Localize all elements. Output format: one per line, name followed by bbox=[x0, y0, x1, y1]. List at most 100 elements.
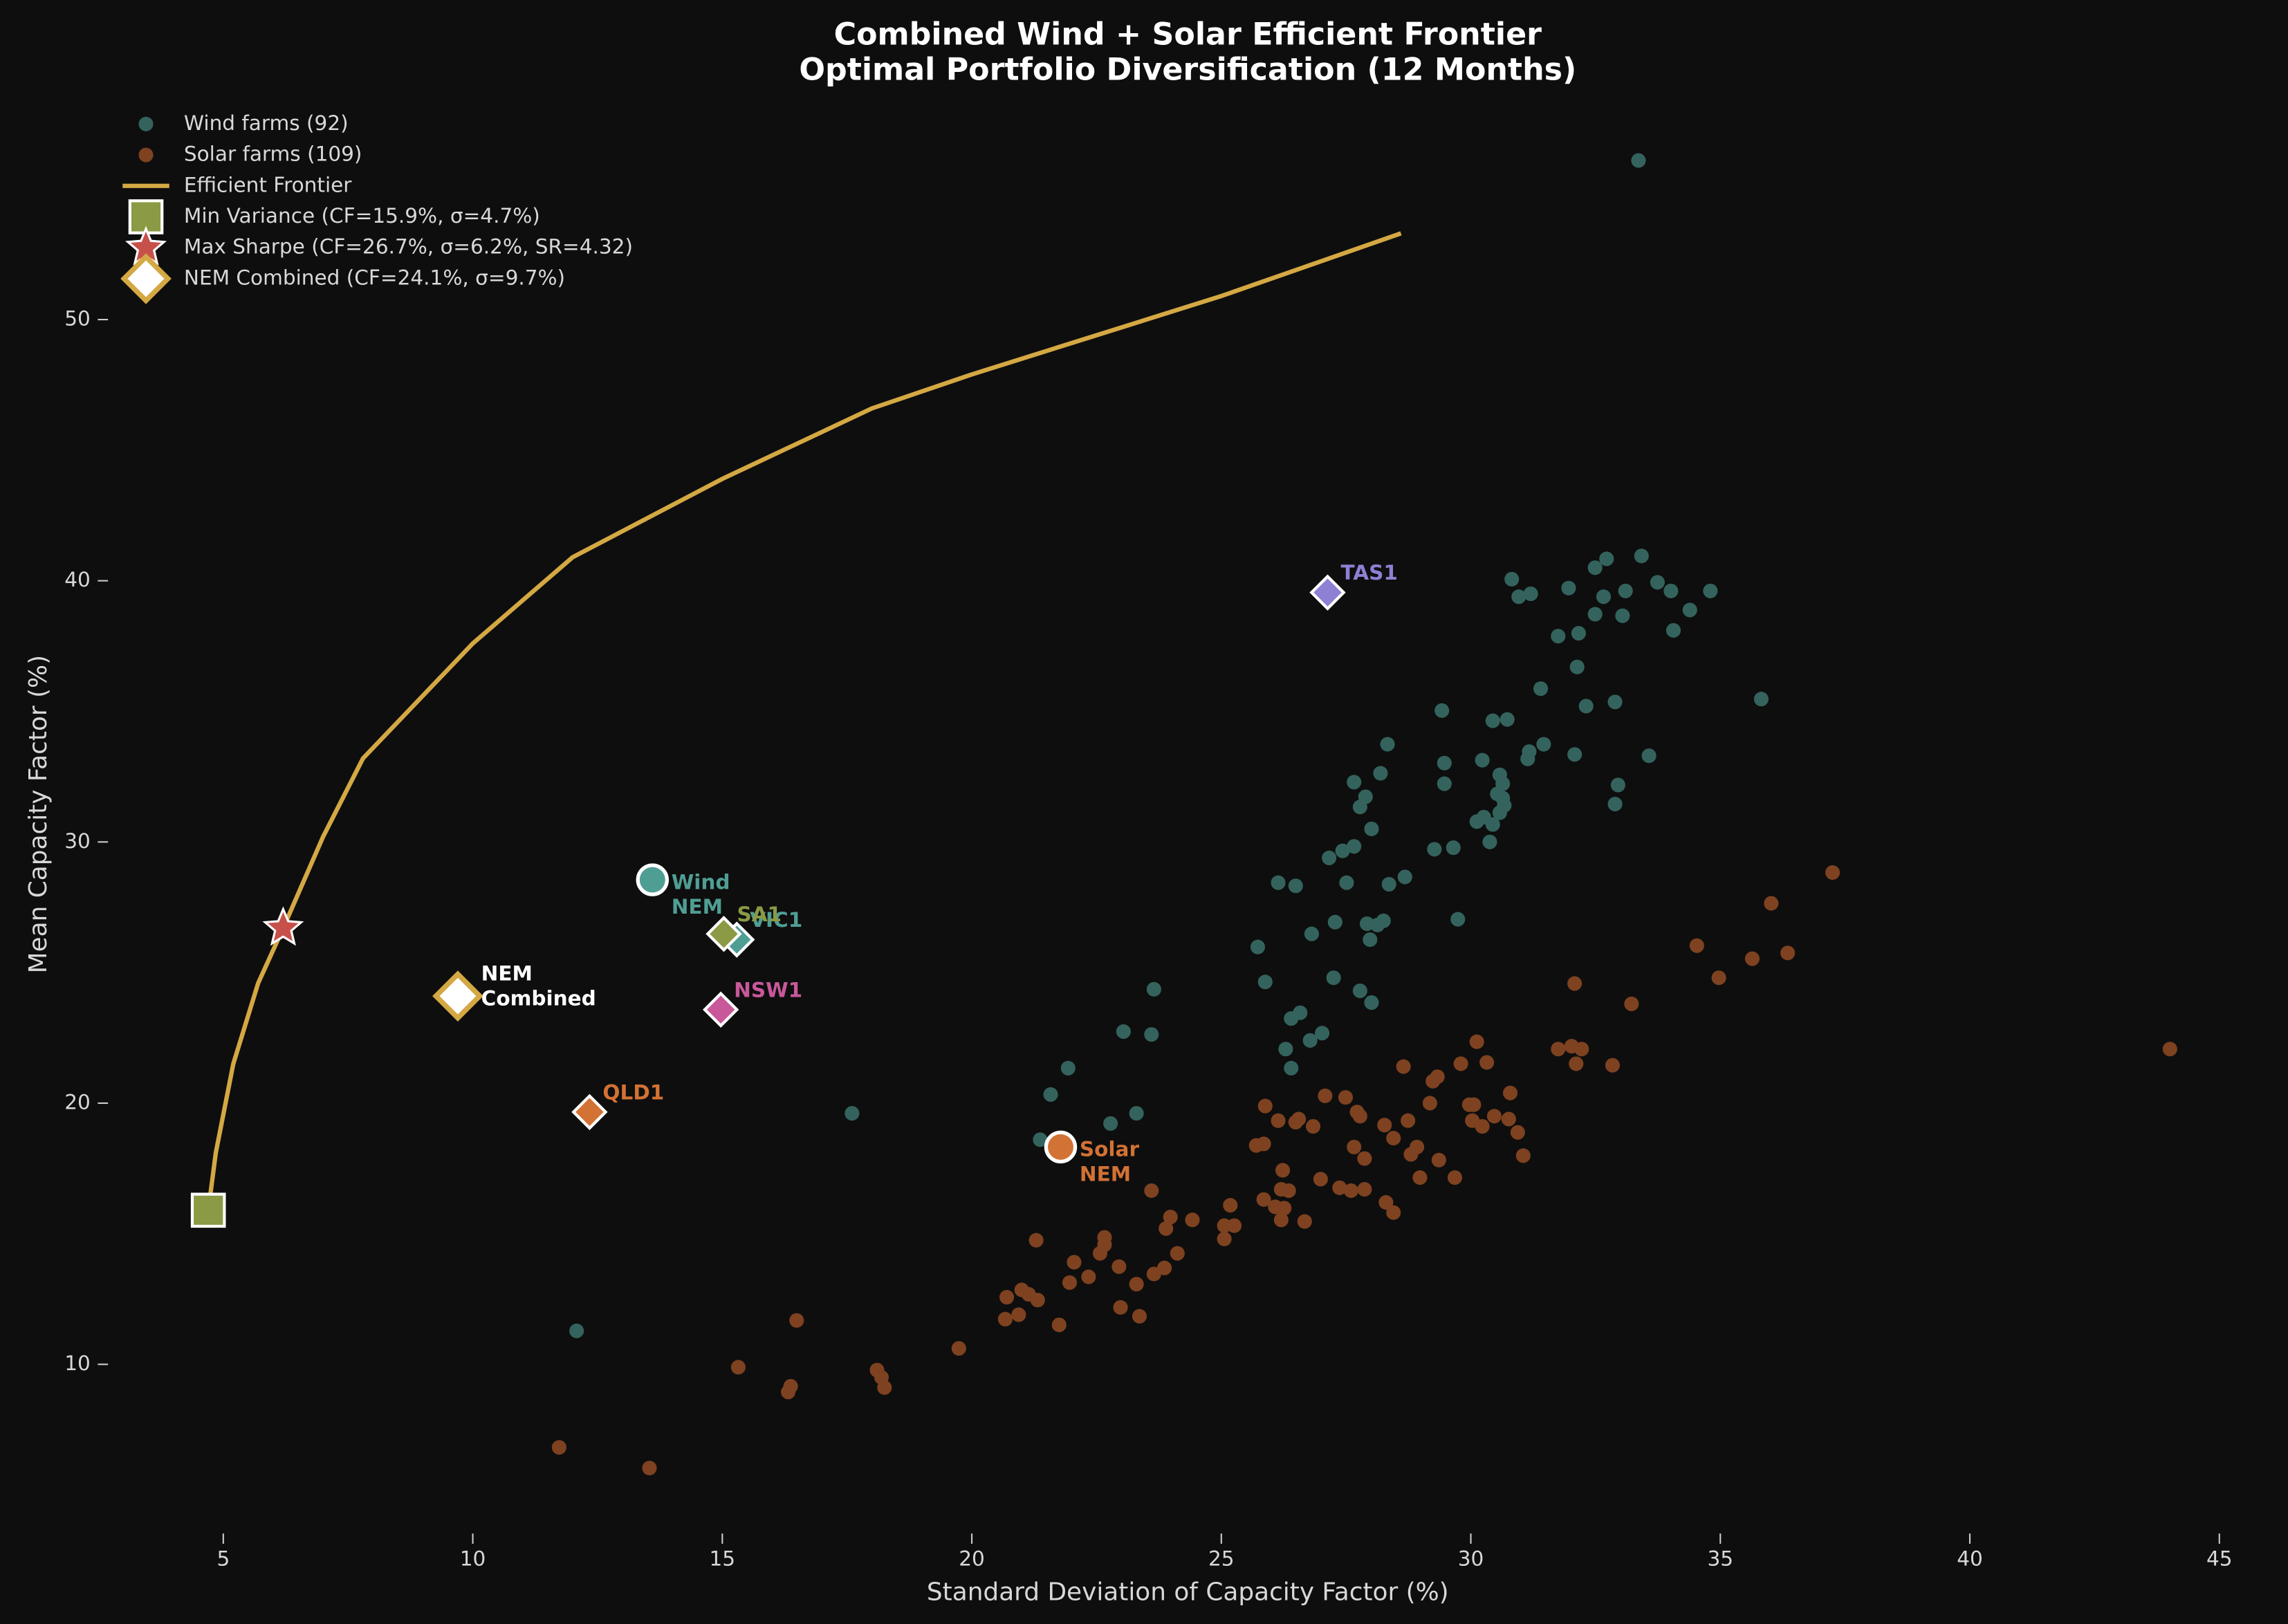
point bbox=[1376, 913, 1391, 928]
point bbox=[1378, 1194, 1394, 1210]
point bbox=[1567, 976, 1583, 991]
point bbox=[569, 1323, 584, 1338]
point bbox=[1475, 753, 1490, 768]
annotation-line: Combined bbox=[481, 986, 596, 1010]
point bbox=[789, 1313, 804, 1328]
point bbox=[1412, 1170, 1428, 1185]
point bbox=[1599, 551, 1614, 566]
y-tick-label: 40 bbox=[64, 568, 91, 591]
point bbox=[1060, 1060, 1076, 1076]
point bbox=[1618, 583, 1633, 598]
point bbox=[1302, 1033, 1318, 1048]
point bbox=[1288, 878, 1303, 894]
point bbox=[1504, 571, 1520, 587]
annotation: Solar NEM bbox=[1080, 1137, 1140, 1185]
point bbox=[1753, 692, 1769, 707]
x-tick-label: 15 bbox=[710, 1547, 736, 1571]
point bbox=[1825, 865, 1840, 880]
point bbox=[1764, 896, 1779, 911]
point bbox=[1271, 1113, 1286, 1128]
point bbox=[1347, 839, 1362, 854]
point bbox=[1437, 755, 1452, 771]
legend-label: Solar farms (109) bbox=[184, 142, 362, 166]
point bbox=[1434, 703, 1450, 718]
point bbox=[1605, 1058, 1620, 1073]
annotation: SA1 bbox=[737, 902, 782, 925]
point bbox=[1332, 1180, 1347, 1195]
point bbox=[1144, 1183, 1159, 1198]
chart-title: Combined Wind + Solar Efficient Frontier bbox=[834, 17, 1542, 53]
point bbox=[1663, 583, 1679, 598]
point bbox=[1363, 932, 1378, 948]
point bbox=[1607, 694, 1623, 710]
point bbox=[1703, 583, 1718, 598]
annotation-line: VIC1 bbox=[750, 908, 802, 932]
point bbox=[1447, 1170, 1462, 1185]
point bbox=[1397, 869, 1412, 885]
point bbox=[1278, 1042, 1293, 1057]
point bbox=[1510, 1125, 1525, 1140]
point bbox=[1051, 1317, 1067, 1333]
y-axis-label: Mean Capacity Factor (%) bbox=[24, 655, 53, 973]
annotation-line: Solar bbox=[1080, 1137, 1140, 1161]
point bbox=[1217, 1231, 1232, 1246]
region-marker bbox=[705, 916, 742, 952]
point bbox=[1257, 975, 1273, 990]
point bbox=[1357, 1151, 1372, 1166]
point bbox=[1284, 1060, 1299, 1076]
point bbox=[1335, 843, 1350, 858]
point bbox=[1520, 751, 1535, 766]
point bbox=[877, 1380, 892, 1395]
point bbox=[1132, 1309, 1147, 1324]
point bbox=[1551, 629, 1566, 644]
point bbox=[1536, 737, 1551, 752]
point bbox=[1223, 1198, 1238, 1213]
point bbox=[1033, 1132, 1048, 1147]
annotation-line: NEM bbox=[672, 895, 723, 919]
point bbox=[1347, 1139, 1362, 1154]
square-marker bbox=[190, 1192, 226, 1228]
point bbox=[1271, 875, 1286, 890]
point bbox=[1501, 1111, 1516, 1127]
point bbox=[1380, 737, 1395, 752]
region-marker bbox=[702, 991, 739, 1028]
x-tick-label: 25 bbox=[1208, 1547, 1235, 1571]
legend-label: Efficient Frontier bbox=[184, 173, 352, 196]
point bbox=[1615, 608, 1630, 623]
point bbox=[1364, 821, 1379, 836]
annotation-line: NSW1 bbox=[734, 978, 802, 1002]
point bbox=[1511, 589, 1526, 605]
annotation-line: QLD1 bbox=[602, 1080, 664, 1104]
point bbox=[1314, 1026, 1330, 1041]
point bbox=[1561, 580, 1576, 596]
point bbox=[1257, 1098, 1273, 1114]
annotation-line: TAS1 bbox=[1340, 561, 1397, 584]
point bbox=[1410, 1139, 1425, 1154]
legend-label: Min Variance (CF=15.9%, σ=4.7%) bbox=[184, 204, 540, 228]
point bbox=[1587, 560, 1603, 575]
point bbox=[1446, 840, 1461, 856]
point bbox=[1682, 602, 1697, 618]
region-marker bbox=[1309, 574, 1346, 611]
point bbox=[999, 1289, 1015, 1305]
point bbox=[642, 1460, 657, 1476]
annotation: Wind NEM bbox=[672, 870, 730, 919]
point bbox=[551, 1440, 566, 1455]
point bbox=[1482, 834, 1497, 849]
point bbox=[1523, 587, 1538, 602]
point bbox=[1146, 981, 1161, 997]
point bbox=[1485, 817, 1500, 832]
point bbox=[1569, 659, 1585, 674]
point bbox=[1281, 1183, 1296, 1198]
point bbox=[1327, 914, 1343, 930]
point bbox=[1578, 699, 1594, 714]
point bbox=[1256, 1136, 1271, 1152]
point bbox=[1492, 805, 1507, 820]
point bbox=[997, 1311, 1013, 1327]
point bbox=[1373, 766, 1388, 781]
point bbox=[951, 1340, 966, 1356]
point bbox=[1103, 1116, 1118, 1131]
